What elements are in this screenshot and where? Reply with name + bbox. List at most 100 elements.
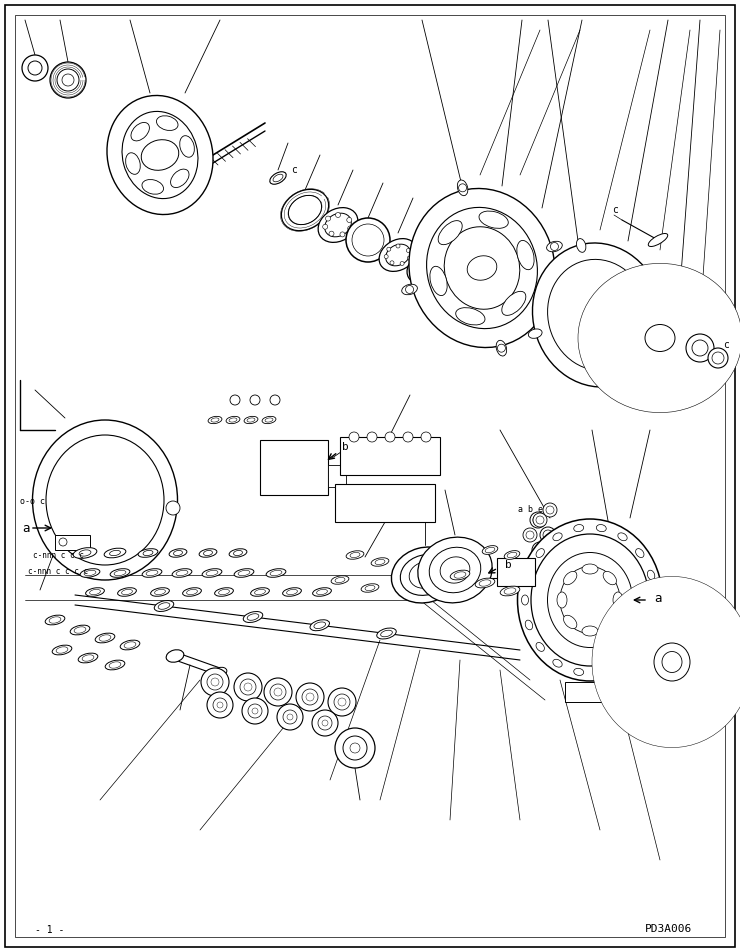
Ellipse shape <box>131 123 149 141</box>
Ellipse shape <box>594 278 726 398</box>
Ellipse shape <box>243 611 263 623</box>
Circle shape <box>542 554 558 570</box>
Circle shape <box>432 262 437 266</box>
Ellipse shape <box>270 171 286 185</box>
Circle shape <box>543 530 553 540</box>
Circle shape <box>248 704 262 718</box>
Ellipse shape <box>171 169 189 188</box>
Circle shape <box>252 708 258 714</box>
Ellipse shape <box>126 152 141 174</box>
Ellipse shape <box>596 668 606 676</box>
Text: a b e: a b e <box>517 506 542 514</box>
Ellipse shape <box>361 584 379 592</box>
Ellipse shape <box>99 635 111 642</box>
Circle shape <box>406 248 411 252</box>
Ellipse shape <box>226 416 240 424</box>
Circle shape <box>217 702 223 708</box>
Ellipse shape <box>251 587 269 596</box>
Circle shape <box>535 545 545 555</box>
Ellipse shape <box>53 645 72 655</box>
Ellipse shape <box>166 650 184 663</box>
Ellipse shape <box>409 562 441 588</box>
Ellipse shape <box>444 227 519 309</box>
Ellipse shape <box>504 587 516 594</box>
Circle shape <box>384 254 388 259</box>
Ellipse shape <box>234 550 243 556</box>
Ellipse shape <box>429 547 481 593</box>
Ellipse shape <box>479 580 491 586</box>
Circle shape <box>543 503 557 517</box>
Ellipse shape <box>645 325 675 351</box>
Ellipse shape <box>244 416 258 424</box>
Circle shape <box>207 692 233 718</box>
Ellipse shape <box>229 418 237 422</box>
Ellipse shape <box>533 243 664 387</box>
Ellipse shape <box>590 274 730 402</box>
Ellipse shape <box>612 598 732 726</box>
Ellipse shape <box>141 140 179 170</box>
Ellipse shape <box>574 668 584 676</box>
Ellipse shape <box>380 630 392 637</box>
Ellipse shape <box>596 581 740 744</box>
Ellipse shape <box>560 566 620 633</box>
Ellipse shape <box>592 576 740 747</box>
Ellipse shape <box>522 595 528 605</box>
Text: c: c <box>723 340 729 350</box>
Circle shape <box>712 352 724 364</box>
Ellipse shape <box>576 239 586 252</box>
Circle shape <box>545 557 555 567</box>
Ellipse shape <box>204 550 212 556</box>
Ellipse shape <box>610 378 619 391</box>
Ellipse shape <box>120 640 140 650</box>
Ellipse shape <box>586 270 734 406</box>
Bar <box>260 440 328 495</box>
Circle shape <box>264 678 292 706</box>
Ellipse shape <box>596 525 606 531</box>
Ellipse shape <box>238 570 250 576</box>
Circle shape <box>277 704 303 730</box>
Circle shape <box>551 243 559 250</box>
Circle shape <box>335 728 375 768</box>
Bar <box>335 484 435 522</box>
Circle shape <box>270 684 286 700</box>
Circle shape <box>57 69 79 91</box>
Ellipse shape <box>553 533 562 541</box>
Ellipse shape <box>318 208 358 243</box>
Ellipse shape <box>648 620 655 630</box>
Circle shape <box>59 538 67 546</box>
Circle shape <box>329 231 334 236</box>
Text: c-nnn c c c c: c-nnn c c c c <box>28 567 88 577</box>
Ellipse shape <box>574 525 584 531</box>
Ellipse shape <box>286 589 297 595</box>
Circle shape <box>532 542 548 558</box>
Circle shape <box>62 74 74 86</box>
Ellipse shape <box>618 660 628 667</box>
Ellipse shape <box>504 550 519 560</box>
Text: c: c <box>612 205 618 215</box>
Ellipse shape <box>270 570 282 576</box>
Ellipse shape <box>86 587 104 596</box>
Ellipse shape <box>564 615 577 628</box>
Circle shape <box>296 683 324 711</box>
Circle shape <box>546 506 554 514</box>
Ellipse shape <box>525 570 533 580</box>
Circle shape <box>390 261 394 265</box>
Circle shape <box>28 61 42 75</box>
Ellipse shape <box>109 662 121 668</box>
Circle shape <box>349 432 359 442</box>
Bar <box>328 465 346 487</box>
Ellipse shape <box>553 660 562 667</box>
Ellipse shape <box>636 643 644 651</box>
Circle shape <box>708 348 728 368</box>
Bar <box>340 437 440 475</box>
Circle shape <box>166 501 180 515</box>
Circle shape <box>686 334 714 362</box>
Ellipse shape <box>608 290 712 386</box>
Ellipse shape <box>142 568 162 577</box>
Ellipse shape <box>213 667 227 677</box>
Ellipse shape <box>624 610 720 713</box>
Ellipse shape <box>651 595 659 605</box>
Ellipse shape <box>475 578 495 588</box>
Ellipse shape <box>104 548 126 558</box>
Circle shape <box>334 694 350 710</box>
